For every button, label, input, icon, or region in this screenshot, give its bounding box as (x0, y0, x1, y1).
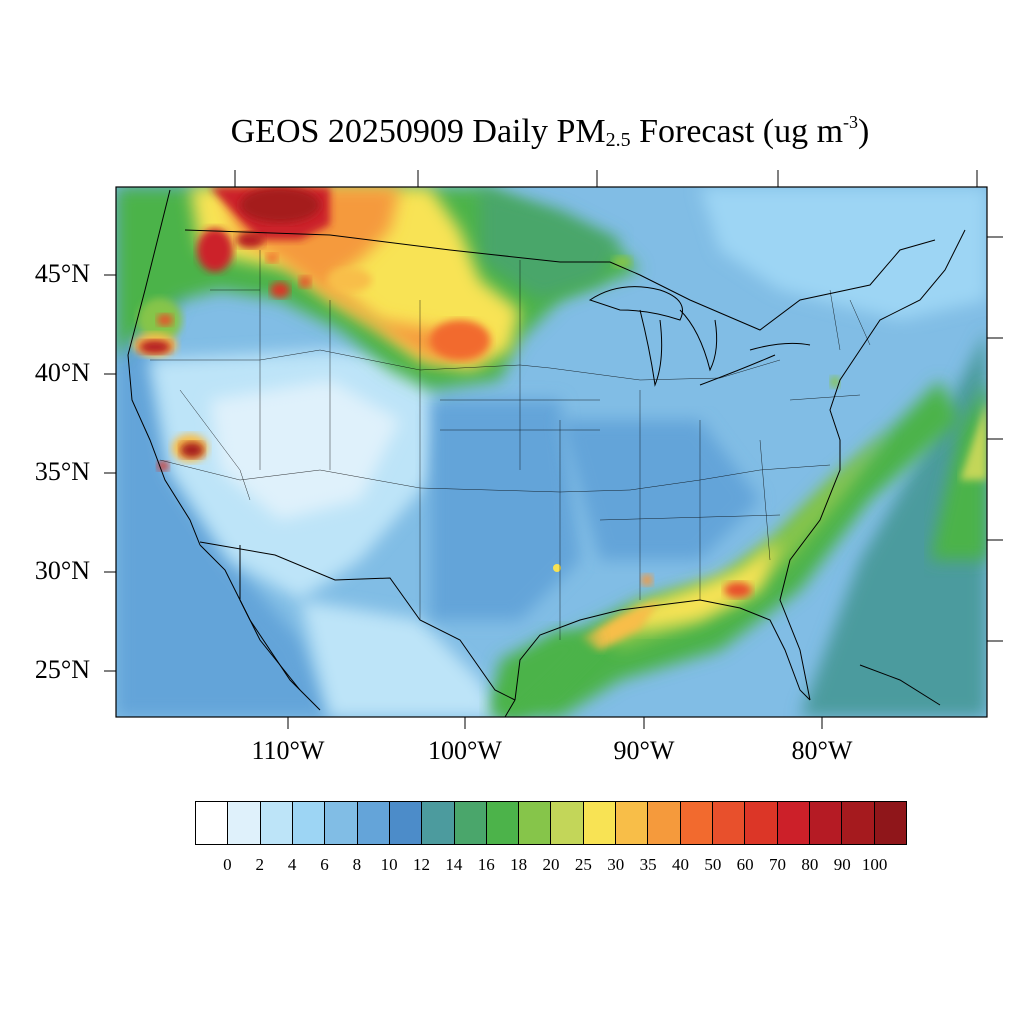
colorbar-tick-label: 70 (769, 855, 787, 874)
colorbar-swatch (486, 802, 520, 844)
colorbar-swatch (325, 802, 358, 844)
colorbar-swatch (357, 802, 390, 844)
colorbar-tick-label: 60 (736, 855, 754, 874)
colorbar-swatch (422, 802, 455, 844)
colorbar-tick-label: 40 (671, 855, 689, 874)
lon-label-110w: 110°W (251, 736, 325, 765)
colorbar-swatch (551, 802, 584, 844)
colorbar-swatch (389, 802, 423, 844)
colorbar-tick-label: 25 (574, 855, 592, 874)
lat-label-25: 25°N (34, 655, 90, 684)
colorbar-tick-label: 90 (833, 855, 851, 874)
colorbar-swatch (519, 802, 552, 844)
colorbar-tick-label: 100 (861, 855, 888, 874)
lat-label-35: 35°N (34, 457, 90, 486)
map-frame (115, 186, 988, 718)
title-middle: Forecast (ug m (630, 113, 844, 150)
lat-label-30: 30°N (34, 556, 90, 585)
lon-label-80w: 80°W (791, 736, 853, 765)
boundary-lines (127, 189, 966, 717)
map-title: GEOS 20250909 Daily PM2.5 Forecast (ug m… (0, 112, 1024, 152)
lat-label-40: 40°N (34, 358, 90, 387)
colorbar-swatch (228, 802, 261, 844)
colorbar-tick-label: 2 (255, 855, 264, 874)
colorbar-swatch (292, 802, 326, 844)
colorbar-swatch (713, 802, 746, 844)
colorbar-swatch (260, 802, 293, 844)
title-prefix: GEOS 20250909 Daily PM (230, 113, 606, 150)
colorbar-tick-label: 35 (639, 855, 657, 874)
colorbar-tick-label: 4 (287, 855, 297, 874)
colorbar-swatch (809, 802, 843, 844)
colorbar-tick-label: 20 (542, 855, 560, 874)
colorbar-tick-label: 30 (607, 855, 625, 874)
colorbar (195, 801, 907, 845)
colorbar-swatch (777, 802, 810, 844)
colorbar-tick-label: 80 (801, 855, 819, 874)
colorbar-swatch (842, 802, 875, 844)
lon-label-90w: 90°W (613, 736, 675, 765)
lat-label-45: 45°N (34, 259, 90, 288)
colorbar-swatch (196, 802, 229, 844)
colorbar-tick-label: 16 (477, 855, 495, 874)
colorbar-tick-label: 10 (380, 855, 398, 874)
colorbar-swatch (616, 802, 649, 844)
colorbar-tick-label: 0 (223, 855, 232, 874)
colorbar-tick-label: 18 (510, 855, 528, 874)
colorbar-swatch (454, 802, 487, 844)
colorbar-tick-label: 14 (445, 855, 463, 874)
colorbar-swatch (648, 802, 681, 844)
colorbar-swatch (745, 802, 778, 844)
colorbar-tick-label: 50 (704, 855, 722, 874)
title-suffix: ) (858, 113, 870, 150)
colorbar-tick-label: 8 (352, 855, 362, 874)
colorbar-tick-label: 6 (320, 855, 329, 874)
colorbar-swatch (874, 802, 906, 844)
colorbar-swatch (680, 802, 713, 844)
axis-ticks (104, 170, 1003, 729)
colorbar-swatch (583, 802, 617, 844)
colorbar-tick-label: 12 (413, 855, 431, 874)
title-subscript: 2.5 (605, 129, 631, 151)
title-superscript: -3 (843, 112, 859, 132)
concentration-field (116, 187, 987, 717)
state-lines (150, 250, 871, 640)
lon-label-100w: 100°W (428, 736, 502, 765)
